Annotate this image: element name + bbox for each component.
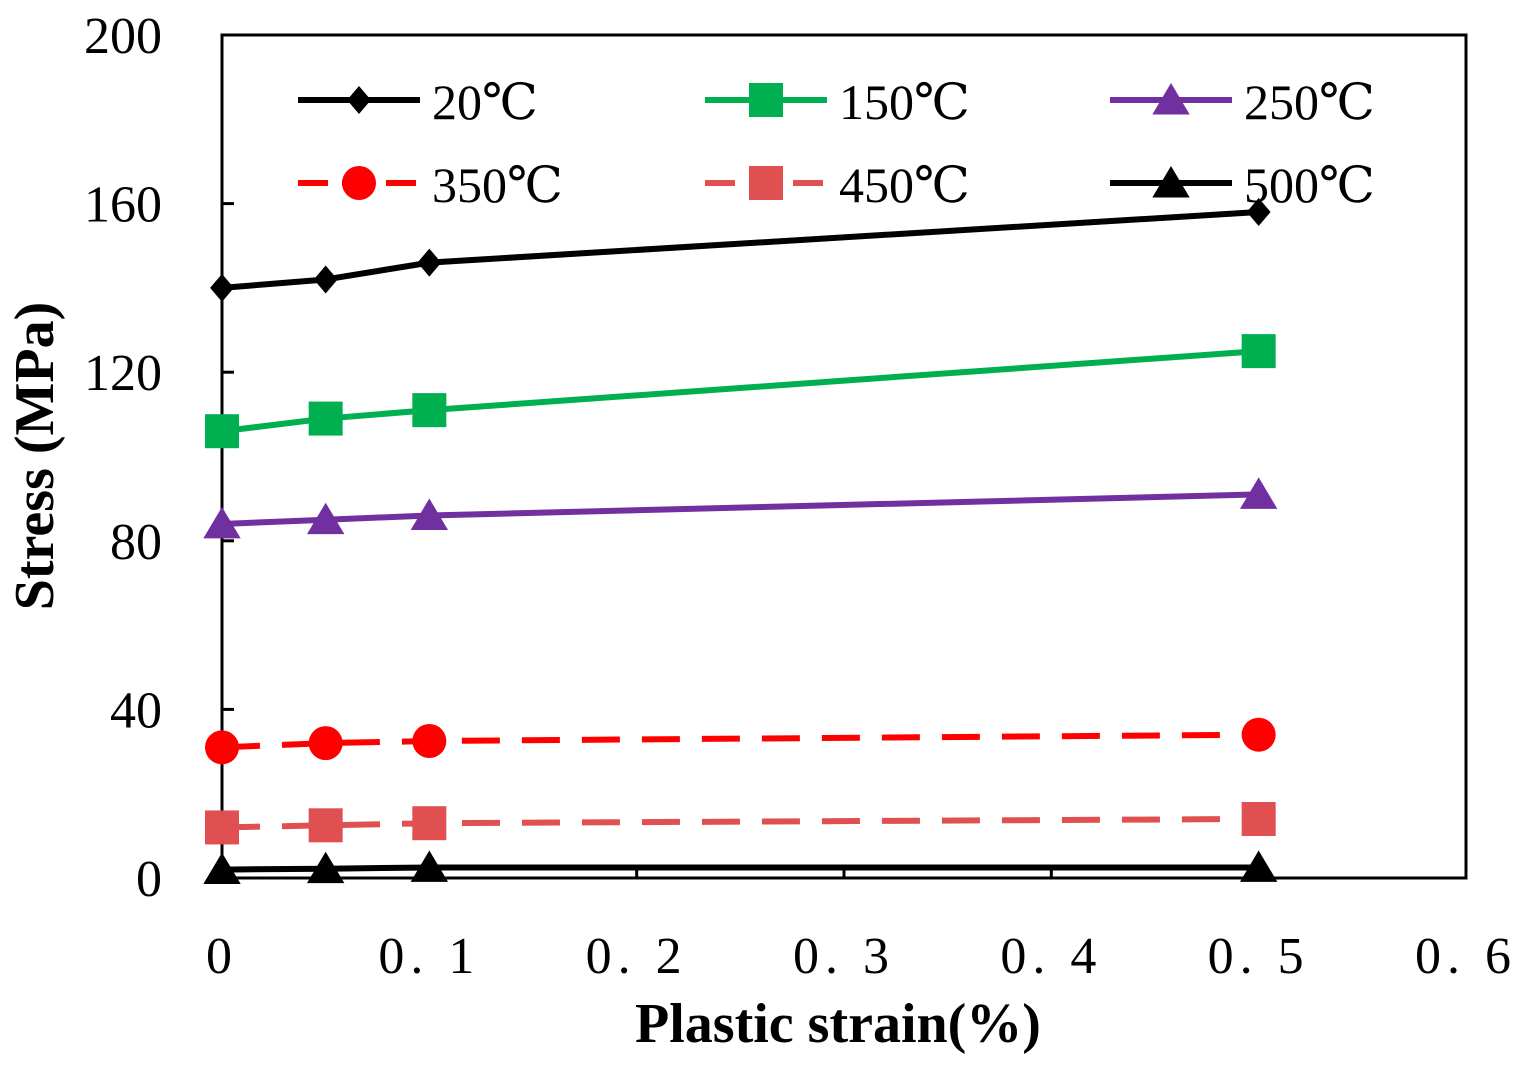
- series-2: [205, 334, 1276, 449]
- data-point: [412, 806, 447, 841]
- data-point: [412, 393, 447, 428]
- legend-label: 450℃: [839, 157, 970, 213]
- data-point: [205, 730, 239, 765]
- legend-entry: 500℃: [1110, 157, 1375, 213]
- legend-entry: 350℃: [298, 157, 563, 213]
- x-tick-label: 0. 5: [1208, 928, 1310, 985]
- y-axis-title: Stress (MPa): [4, 302, 66, 610]
- y-tick-label: 200: [84, 8, 162, 65]
- data-point: [1239, 850, 1278, 882]
- data-point: [1246, 198, 1271, 227]
- series-line: [221, 348, 1259, 435]
- data-point: [205, 810, 239, 845]
- y-tick-label: 40: [110, 682, 162, 739]
- data-point: [313, 265, 338, 294]
- legend-label: 350℃: [432, 157, 563, 213]
- legend-entry: 250℃: [1110, 74, 1375, 130]
- legend-label: 150℃: [839, 74, 970, 130]
- x-axis-title: Plastic strain(%): [635, 993, 1041, 1055]
- axes-layer: 0 40 80 120 160 200 0 0. 1 0. 2 0. 3 0. 4 0. 5 0. 6: [84, 8, 1517, 985]
- data-point: [308, 808, 343, 843]
- legend-marker: [1152, 83, 1190, 115]
- x-tick-label: 0. 1: [378, 928, 480, 985]
- data-point: [1241, 334, 1276, 369]
- data-point: [1241, 801, 1276, 836]
- data-point: [210, 273, 234, 302]
- legend-entry: 20℃: [298, 74, 538, 130]
- legend-label: 500℃: [1244, 157, 1375, 213]
- series-line: [221, 491, 1259, 527]
- data-point: [410, 850, 449, 882]
- data-point: [412, 724, 447, 759]
- data-point: [308, 726, 343, 761]
- x-tick-label: 0. 2: [586, 928, 688, 985]
- series-5: [205, 801, 1276, 845]
- series-line: [221, 864, 1259, 873]
- series-line: [221, 815, 1259, 831]
- legend-label: 20℃: [432, 74, 538, 130]
- data-point: [410, 498, 449, 530]
- x-tick-label: 0. 6: [1415, 928, 1517, 985]
- data-point: [1239, 477, 1278, 509]
- data-point: [1241, 717, 1276, 752]
- data-point: [203, 852, 241, 885]
- legend-marker: [749, 166, 783, 200]
- data-point: [203, 506, 241, 539]
- legend-marker: [1152, 166, 1190, 198]
- legend: 20℃ 150℃ 250℃ 350℃ 450℃ 500℃: [298, 74, 1375, 213]
- legend-marker: [749, 83, 783, 117]
- data-point: [306, 502, 345, 535]
- x-tick-label: 0. 3: [793, 928, 895, 985]
- series-4: [205, 717, 1276, 765]
- data-point: [308, 401, 343, 436]
- y-tick-label: 80: [110, 514, 162, 571]
- legend-entry: 150℃: [705, 74, 970, 130]
- y-tick-label: 0: [136, 851, 162, 908]
- series-layer: [203, 198, 1278, 885]
- series-line: [221, 209, 1259, 291]
- legend-label: 250℃: [1244, 74, 1375, 130]
- series-line: [221, 731, 1259, 751]
- data-point: [417, 248, 442, 277]
- series-3: [203, 477, 1278, 539]
- y-tick-label: 120: [84, 345, 162, 402]
- series-6: [203, 850, 1278, 885]
- x-tick-label: 0. 4: [1000, 928, 1102, 985]
- legend-marker: [347, 86, 371, 114]
- legend-entry: 450℃: [705, 157, 970, 213]
- y-tick-label: 160: [84, 177, 162, 234]
- x-tick-label: 0: [206, 928, 238, 985]
- data-point: [205, 414, 239, 449]
- series-1: [210, 198, 1271, 302]
- data-point: [306, 851, 345, 884]
- legend-marker: [342, 166, 376, 200]
